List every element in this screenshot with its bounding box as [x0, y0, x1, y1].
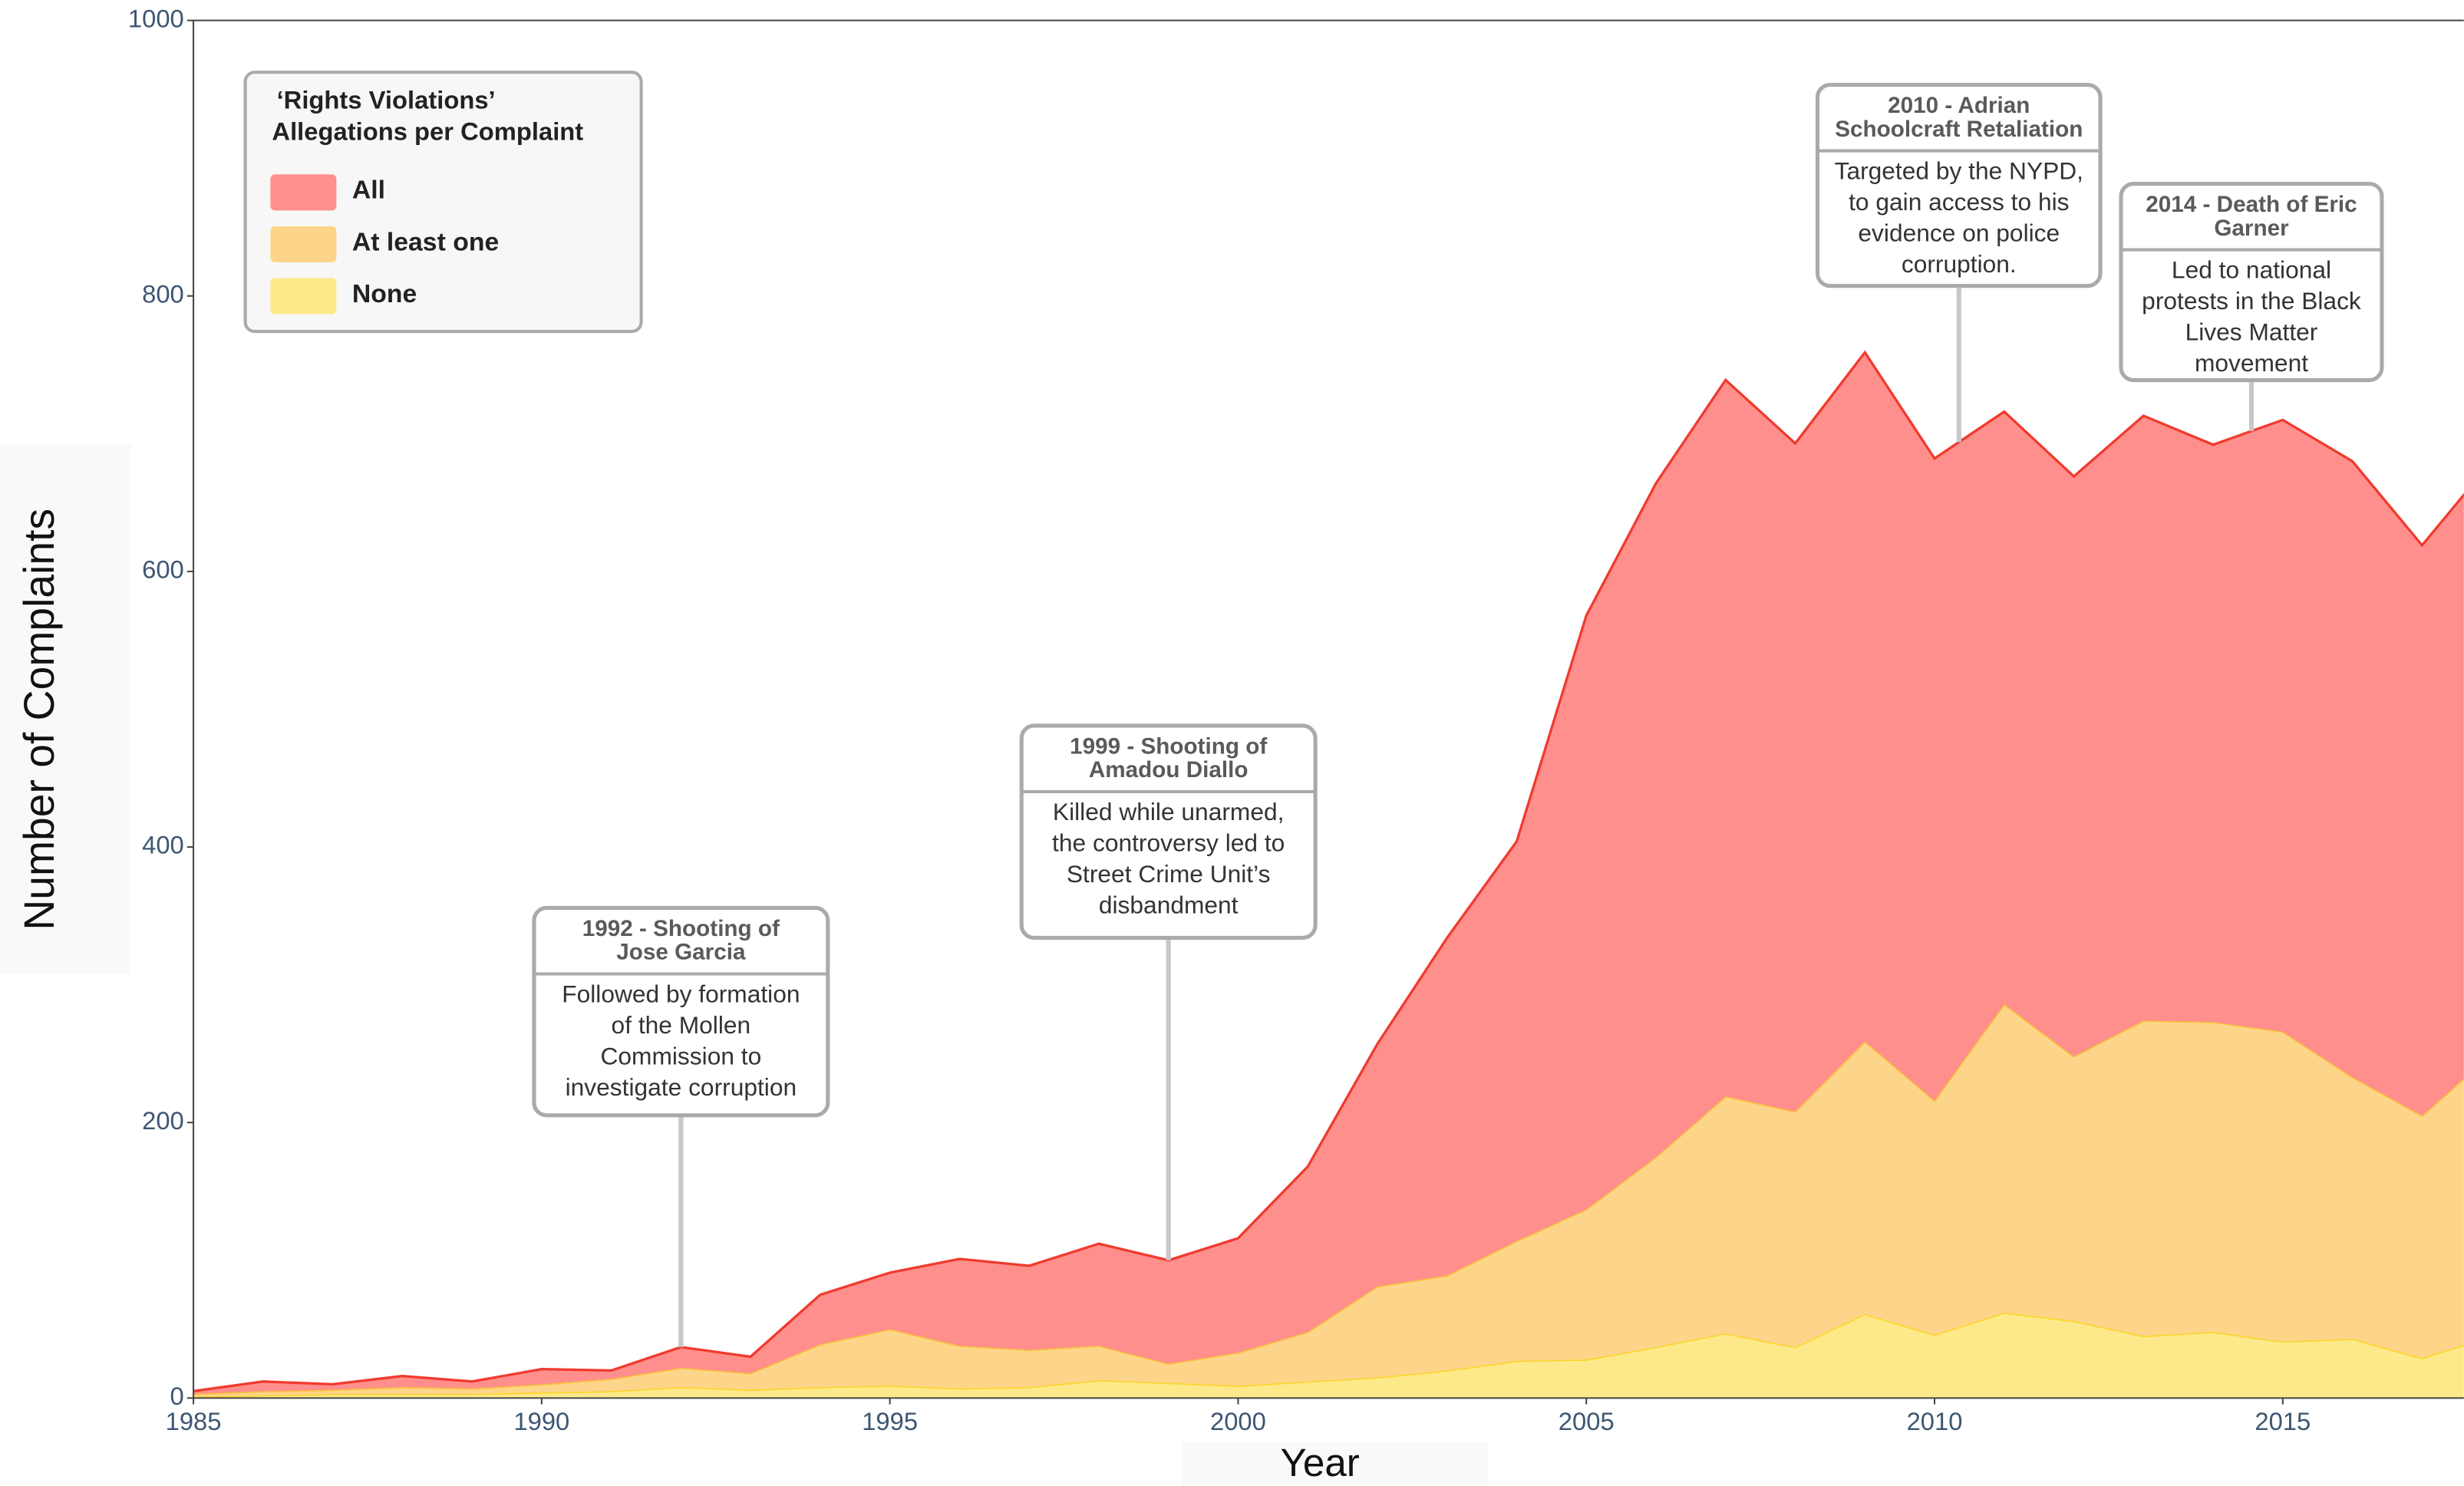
legend-title: ‘Rights Violations’: [277, 86, 496, 114]
legend-swatch: [270, 278, 337, 315]
annotation-text: evidence on police: [1858, 219, 2060, 247]
annotation-text: Led to national: [2172, 256, 2331, 284]
annotation-title: 1992 - Shooting of: [582, 916, 780, 941]
y-tick-label: 0: [170, 1382, 184, 1410]
legend-swatch: [270, 174, 337, 211]
x-tick-label: 2015: [2255, 1407, 2311, 1435]
annotation-text: movement: [2195, 349, 2308, 377]
x-title-bg: [1181, 1442, 1489, 1486]
y-tick-label: 1000: [128, 4, 184, 32]
annotation-text: the controversy led to: [1052, 829, 1285, 857]
x-tick-label: 1985: [166, 1407, 222, 1435]
x-tick-label: 2005: [1559, 1407, 1615, 1435]
legend: ‘Rights Violations’ Allegations per Compl…: [243, 71, 643, 334]
annotation-title: 2010 - Adrian: [1888, 93, 2030, 118]
annotation-title: Schoolcraft Retaliation: [1835, 117, 2083, 142]
y-title-bg: [0, 444, 131, 974]
annotation-box: [1019, 723, 1318, 940]
overlay: 0 200 400 600 800 1000 1985 1990 1995 2000 2005 201…: [128, 4, 2464, 1435]
legend-label: None: [352, 279, 417, 308]
annotation-text: Targeted by the NYPD,: [1835, 157, 2083, 185]
annotation-title: Jose Garcia: [616, 940, 746, 965]
legend-label: All: [352, 176, 385, 205]
area: [193, 1313, 2464, 1399]
annotation-text: Commission to: [600, 1043, 761, 1070]
annotation-text: Followed by formation: [562, 980, 800, 1008]
x-tick-label: 1990: [513, 1407, 569, 1435]
annotation-title: Amadou Diallo: [1089, 757, 1248, 783]
annotation-title: 2014 - Death of Eric: [2146, 192, 2357, 217]
y-tick-label: 400: [142, 831, 184, 859]
legend-swatch: [270, 226, 337, 262]
area-line: [193, 350, 2464, 1392]
annotation-text: Lives Matter: [2185, 318, 2318, 346]
annotation-title: Garner: [2214, 216, 2289, 241]
legend-label: At least one: [352, 227, 499, 256]
plot-area: [193, 350, 2464, 1399]
annotation-box: [2119, 182, 2384, 383]
legend-box: [243, 71, 643, 334]
y-tick-label: 200: [142, 1106, 184, 1135]
annotation-box: [532, 905, 830, 1118]
y-tick-label: 800: [142, 279, 184, 308]
y-tick-label: 600: [142, 555, 184, 584]
annotation-text: corruption.: [1902, 250, 2017, 278]
area-line: [193, 1311, 2464, 1399]
y-axis-title: Number of Complaints: [15, 509, 63, 931]
annotation-text: disbandment: [1099, 891, 1239, 919]
annotation-title: 1999 - Shooting of: [1070, 733, 1267, 759]
x-tick-label: 2010: [1907, 1407, 1963, 1435]
x-tick-label: 1995: [862, 1407, 918, 1435]
x-tick-label: 2000: [1210, 1407, 1266, 1435]
legend-title: Allegations per Complaint: [272, 117, 583, 146]
annotation-text: Street Crime Unit’s: [1067, 860, 1271, 888]
annotation-text: investigate corruption: [566, 1073, 797, 1101]
annotation-text: of the Mollen: [612, 1011, 751, 1039]
annotation-box: [1815, 83, 2103, 288]
area: [193, 352, 2464, 1394]
area: [193, 1003, 2464, 1397]
annotation-text: to gain access to his: [1849, 188, 2069, 216]
x-axis-title: Year: [1280, 1441, 1359, 1484]
annotation-text: protests in the Black: [2142, 287, 2361, 315]
annotation-text: Killed while unarmed,: [1053, 798, 1284, 825]
